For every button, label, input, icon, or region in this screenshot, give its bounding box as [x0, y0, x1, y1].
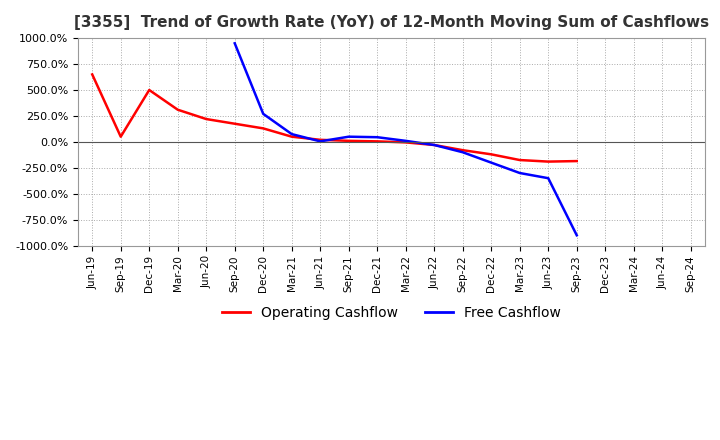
- Operating Cashflow: [572, 158, 581, 164]
- Operating Cashflow: [430, 143, 438, 148]
- Free Cashflow: [287, 132, 296, 137]
- Free Cashflow: [572, 233, 581, 238]
- Line: Free Cashflow: Free Cashflow: [235, 43, 577, 235]
- Free Cashflow: [430, 143, 438, 148]
- Operating Cashflow: [259, 126, 268, 131]
- Free Cashflow: [516, 170, 524, 176]
- Operating Cashflow: [402, 140, 410, 145]
- Operating Cashflow: [459, 147, 467, 153]
- Operating Cashflow: [230, 121, 239, 126]
- Title: [3355]  Trend of Growth Rate (YoY) of 12-Month Moving Sum of Cashflows: [3355] Trend of Growth Rate (YoY) of 12-…: [74, 15, 709, 30]
- Free Cashflow: [344, 134, 353, 139]
- Operating Cashflow: [344, 138, 353, 143]
- Free Cashflow: [230, 40, 239, 46]
- Free Cashflow: [316, 139, 325, 144]
- Line: Operating Cashflow: Operating Cashflow: [92, 74, 577, 161]
- Operating Cashflow: [544, 159, 552, 164]
- Free Cashflow: [459, 150, 467, 155]
- Operating Cashflow: [174, 107, 182, 112]
- Operating Cashflow: [487, 152, 495, 157]
- Free Cashflow: [259, 111, 268, 117]
- Free Cashflow: [487, 160, 495, 165]
- Operating Cashflow: [373, 139, 382, 144]
- Operating Cashflow: [202, 117, 210, 122]
- Operating Cashflow: [287, 134, 296, 139]
- Operating Cashflow: [145, 88, 153, 93]
- Operating Cashflow: [88, 72, 96, 77]
- Operating Cashflow: [516, 158, 524, 163]
- Operating Cashflow: [316, 137, 325, 143]
- Free Cashflow: [402, 138, 410, 143]
- Free Cashflow: [544, 176, 552, 181]
- Legend: Operating Cashflow, Free Cashflow: Operating Cashflow, Free Cashflow: [216, 301, 567, 326]
- Free Cashflow: [373, 135, 382, 140]
- Operating Cashflow: [117, 134, 125, 139]
